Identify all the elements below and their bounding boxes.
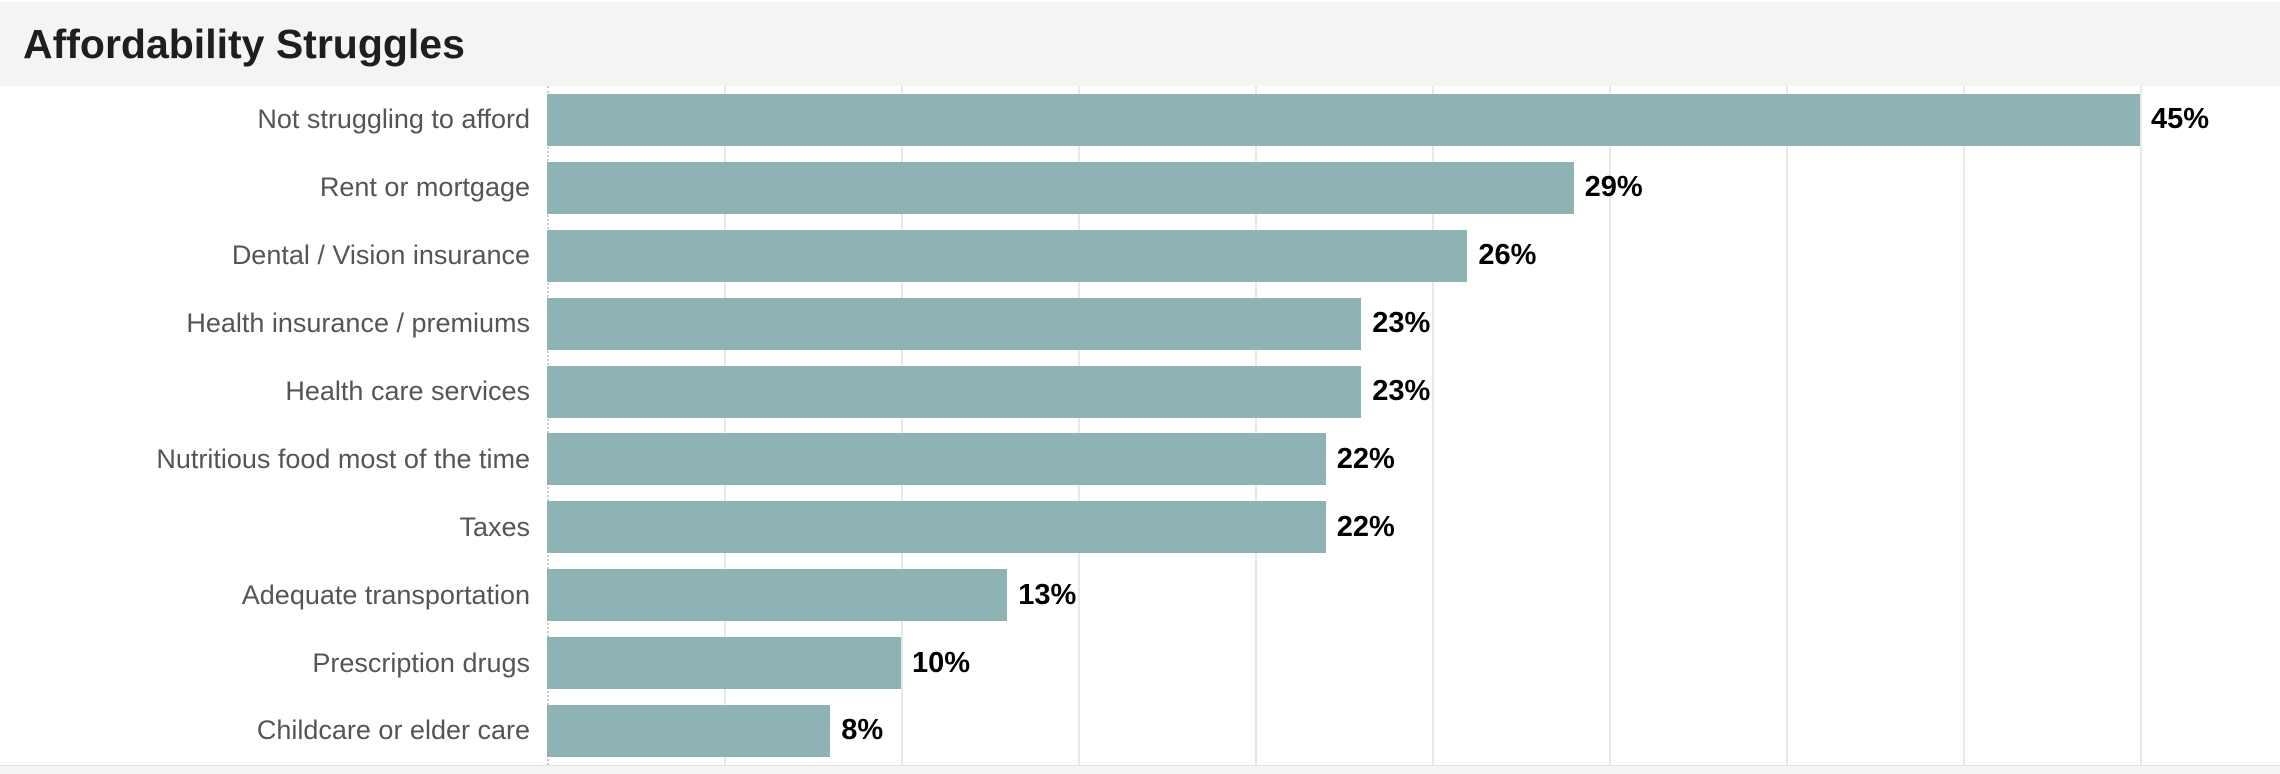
value-label: 26% [1478,239,1537,272]
category-label: Prescription drugs [312,647,530,678]
bar[interactable] [547,297,1362,350]
gridline [1609,86,1611,765]
bar-area: 26% [547,222,2280,290]
bar-area: 23% [547,290,2280,358]
bar[interactable] [547,93,2140,146]
bar-row: Health care services 23% [0,358,2280,426]
bar-area: 13% [547,561,2280,629]
bar[interactable] [547,229,1468,282]
category-label: Taxes [459,511,530,542]
bar[interactable] [547,161,1574,214]
value-label: 23% [1372,375,1431,407]
category-label: Childcare or elder care [256,715,530,746]
gridline [1078,86,1080,765]
category-label: Health care services [285,375,530,406]
value-label: 10% [912,646,971,679]
bar-area: 22% [547,425,2280,493]
gridline [1786,86,1788,765]
bar[interactable] [547,704,831,757]
category-label: Health insurance / premiums [186,308,530,339]
category-label: Not struggling to afford [257,104,530,135]
bar-area: 8% [547,697,2280,765]
bar-row: Not struggling to afford 45% [0,86,2280,154]
gridline [901,86,903,765]
category-label: Dental / Vision insurance [231,240,530,271]
bar-row: Adequate transportation 13% [0,561,2280,629]
grid-layer [547,86,2280,765]
bar-rows: Not struggling to afford 45% Rent or mor… [0,86,2280,765]
category-label: Adequate transportation [241,579,530,610]
bar-row: Health insurance / premiums 23% [0,290,2280,358]
bar[interactable] [547,433,1326,486]
bar-row: Taxes 22% [0,493,2280,561]
gridline [724,86,726,765]
gridline [2140,86,2142,765]
chart-title: Affordability Struggles [23,20,465,67]
bar[interactable] [547,569,1008,622]
value-label: 29% [1584,171,1643,204]
bar-area: 23% [547,358,2280,426]
bar-row: Nutritious food most of the time 22% [0,425,2280,493]
bar-row: Dental / Vision insurance 26% [0,222,2280,290]
bar-row: Childcare or elder care 8% [0,697,2280,765]
bar-row: Rent or mortgage 29% [0,154,2280,222]
value-label: 13% [1018,578,1077,611]
bar-area: 45% [547,86,2280,154]
bar-row: Prescription drugs 10% [0,629,2280,697]
value-label: 8% [841,714,884,747]
bar[interactable] [547,365,1362,418]
chart-header: Affordability Struggles [0,2,2280,86]
gridline [1432,86,1434,765]
value-label: 23% [1372,307,1431,340]
bar-area: 10% [547,629,2280,697]
category-label: Rent or mortgage [319,172,530,203]
gridline [1963,86,1965,765]
value-label: 22% [1336,442,1395,475]
bar-area: 22% [547,493,2280,561]
bar[interactable] [547,501,1326,554]
footer-band [0,765,2280,774]
bar-area: 29% [547,154,2280,222]
gridline [1255,86,1257,765]
value-label: 22% [1336,510,1395,543]
axis-zero-line [547,86,549,765]
value-label: 45% [2151,103,2210,136]
bar[interactable] [547,637,901,690]
category-label: Nutritious food most of the time [156,443,530,474]
bar-chart: Not struggling to afford 45% Rent or mor… [0,86,2280,765]
